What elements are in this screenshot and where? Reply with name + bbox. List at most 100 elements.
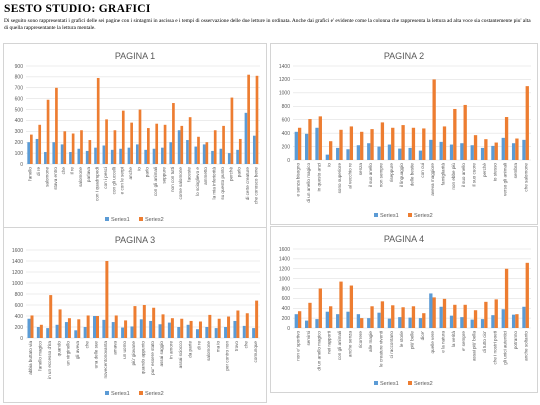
bar-series2 — [39, 324, 43, 338]
bar-series2 — [391, 305, 395, 328]
y-tick-label: 1000 — [12, 281, 23, 287]
bar-series2 — [255, 300, 259, 338]
bar-series1 — [55, 324, 59, 338]
y-tick-label: 1400 — [279, 257, 290, 263]
bar-series1 — [305, 133, 309, 160]
x-tick-label: perchè — [228, 167, 233, 181]
bar-series2 — [213, 130, 217, 164]
bar-series2 — [308, 302, 312, 328]
y-tick-label: 1000 — [279, 276, 290, 282]
bar-series2 — [245, 313, 249, 338]
legend-label: Series2 — [414, 213, 433, 219]
bar-series1 — [35, 138, 39, 164]
bar-series1 — [418, 318, 423, 328]
bar-series1 — [194, 146, 198, 164]
bar-series2 — [30, 315, 34, 338]
x-tick-label: di certe creature — [245, 167, 250, 201]
bar-series2 — [318, 288, 322, 328]
bar-series1 — [74, 330, 78, 338]
bar-series2 — [180, 318, 184, 338]
y-tick-label: 200 — [15, 325, 24, 331]
x-tick-label: alle magie — [368, 331, 373, 352]
y-tick-label: 1000 — [279, 91, 290, 97]
x-tick-label: non e' sportivo — [296, 331, 301, 361]
x-tick-label: salomone — [78, 167, 83, 187]
y-tick-label: 400 — [282, 131, 291, 137]
page-title: SESTO STUDIO: GRAFICI — [4, 3, 151, 15]
bar-series2 — [217, 318, 221, 338]
bar-series1 — [398, 317, 402, 328]
bar-series1 — [325, 311, 330, 328]
bar-series2 — [113, 130, 117, 164]
bar-series1 — [325, 154, 330, 160]
bar-series2 — [380, 122, 385, 160]
bar-series2 — [189, 320, 193, 338]
y-tick-label: 400 — [15, 314, 24, 320]
bar-series2 — [473, 310, 478, 328]
bar-series1 — [233, 320, 237, 338]
bar-series1 — [119, 148, 122, 164]
x-tick-label: aveva maggiore — [430, 163, 435, 196]
x-tick-label: le storie — [399, 331, 404, 348]
x-tick-label: da parte — [187, 341, 192, 358]
bar-series1 — [449, 144, 454, 160]
bar-series1 — [77, 148, 81, 164]
bar-series1 — [522, 306, 526, 328]
y-tick-label: 1200 — [279, 77, 290, 83]
legend-swatch — [374, 213, 378, 217]
bar-series1 — [161, 147, 164, 164]
bar-series2 — [370, 306, 374, 328]
chart-title: PAGINA 2 — [384, 51, 424, 61]
bar-series1 — [387, 318, 392, 328]
bar-series1 — [449, 315, 454, 328]
y-tick-label: 800 — [15, 75, 24, 81]
bar-series2 — [161, 314, 165, 338]
y-tick-label: 600 — [282, 296, 291, 302]
x-tick-label: assai più' bella — [472, 331, 477, 361]
x-tick-label: abbia buttato via — [28, 341, 33, 375]
x-tick-label: e la natura — [441, 331, 446, 353]
x-tick-label: sembra — [513, 163, 518, 179]
x-tick-label: assai sciocco — [178, 341, 183, 369]
bar-series2 — [180, 125, 184, 164]
intro-paragraph: Di seguito sono rappresentati i grafici … — [4, 18, 531, 31]
bar-series2 — [442, 298, 447, 328]
bar-series2 — [46, 99, 50, 164]
x-tick-label: di re — [197, 341, 202, 350]
x-tick-label: riseppure — [389, 163, 394, 183]
bar-series1 — [491, 145, 495, 160]
x-tick-label: con i quadrupedi — [95, 167, 100, 201]
bar-series1 — [202, 144, 206, 164]
y-tick-label: 1600 — [279, 247, 290, 253]
bar-series2 — [247, 74, 250, 164]
bar-series2 — [339, 129, 343, 160]
x-tick-label: che salomone — [523, 163, 528, 192]
bar-series1 — [315, 127, 319, 160]
bar-series1 — [252, 328, 256, 338]
bar-series2 — [96, 316, 100, 338]
chart-panel-pagina-1: PAGINA 1 0 100 200 300 400 500 600 700 800 900 l'an… — [3, 43, 267, 229]
chart-title: PAGINA 4 — [384, 234, 424, 244]
bar-series1 — [480, 147, 485, 160]
bar-series2 — [170, 318, 174, 338]
chart-pagina-3: PAGINA 3 0 200 400 600 800 1000 1200 1400 1600 abb… — [12, 235, 260, 397]
y-tick-label: 400 — [282, 306, 291, 312]
x-tick-label: stava entro — [53, 167, 58, 190]
bar-series1 — [377, 146, 381, 160]
bar-series2 — [432, 79, 436, 160]
x-tick-label: potranno — [513, 331, 518, 350]
bar-series1 — [429, 293, 433, 328]
y-tick-label: 200 — [282, 144, 291, 150]
y-tick-label: 0 — [287, 158, 290, 164]
bar-series2 — [86, 315, 90, 338]
bar-series1 — [102, 319, 106, 338]
legend-swatch — [374, 381, 378, 385]
chart-pagina-2: PAGINA 2 0 200 400 600 800 1000 1200 1400 e senza… — [279, 51, 531, 219]
bar-series1 — [491, 315, 495, 328]
bar-series1 — [367, 318, 371, 328]
bar-series1 — [135, 144, 139, 164]
legend-label: Series1 — [380, 213, 399, 219]
y-tick-label: 400 — [15, 118, 24, 124]
bar-series1 — [102, 145, 106, 164]
x-tick-label: trovo — [234, 341, 239, 352]
